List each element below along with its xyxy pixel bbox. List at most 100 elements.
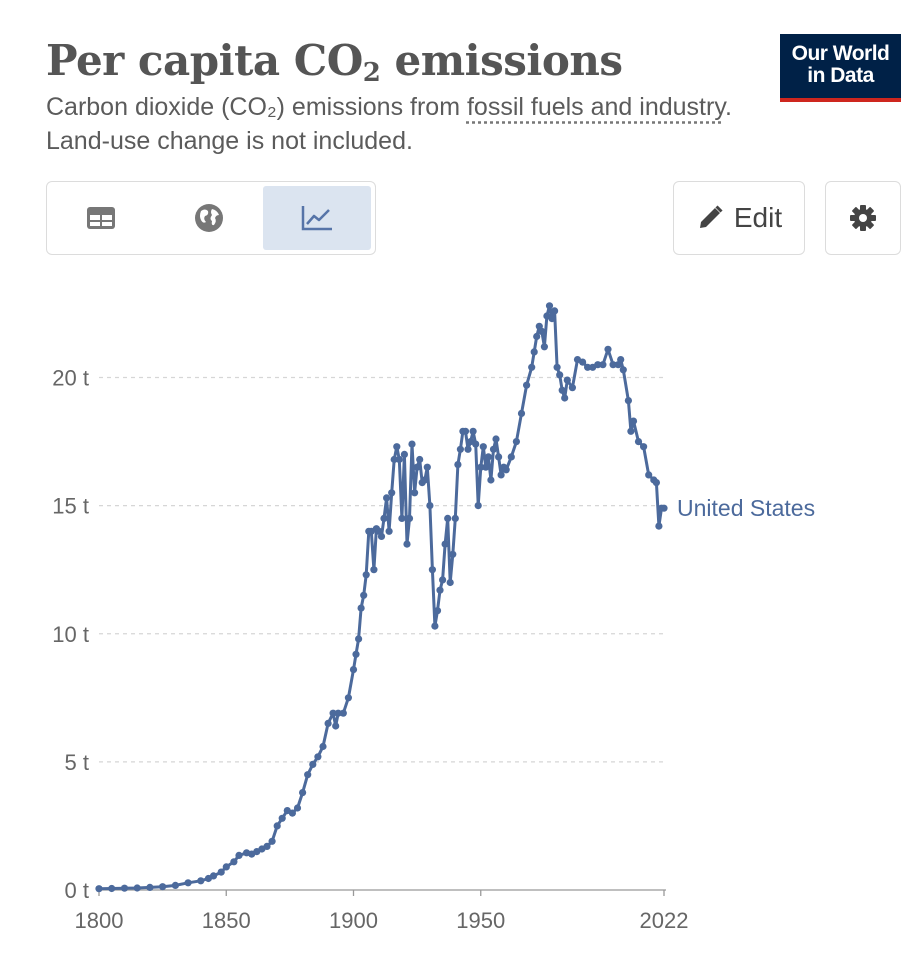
settings-button[interactable] <box>825 181 901 255</box>
data-point[interactable] <box>629 417 638 425</box>
data-point[interactable] <box>370 566 378 574</box>
data-point[interactable] <box>624 397 633 405</box>
data-point[interactable] <box>456 445 464 453</box>
data-point[interactable] <box>627 427 635 435</box>
data-point[interactable] <box>609 361 617 369</box>
owid-logo[interactable]: Our World in Data <box>780 34 901 102</box>
data-point[interactable] <box>120 884 129 892</box>
data-point[interactable] <box>380 514 388 522</box>
data-point[interactable] <box>400 450 408 458</box>
data-point[interactable] <box>594 361 602 369</box>
data-point[interactable] <box>502 466 510 474</box>
data-point[interactable] <box>390 455 398 464</box>
data-point[interactable] <box>426 502 434 510</box>
data-point[interactable] <box>349 666 358 674</box>
data-point[interactable] <box>395 455 403 464</box>
data-point[interactable] <box>461 427 470 435</box>
tab-table[interactable] <box>47 182 155 254</box>
data-point[interactable] <box>309 760 317 768</box>
data-point[interactable] <box>334 709 342 717</box>
data-point[interactable] <box>652 479 661 487</box>
data-point[interactable] <box>408 440 416 448</box>
data-point[interactable] <box>579 358 587 366</box>
data-point[interactable] <box>556 371 564 379</box>
data-point[interactable] <box>449 550 457 558</box>
data-point[interactable] <box>304 771 312 779</box>
data-point[interactable] <box>507 453 515 461</box>
data-point[interactable] <box>548 315 556 323</box>
data-point[interactable] <box>436 586 444 594</box>
data-point[interactable] <box>377 532 386 540</box>
data-point[interactable] <box>344 694 352 702</box>
data-point[interactable] <box>512 438 521 446</box>
data-point[interactable] <box>439 576 447 584</box>
edit-button[interactable]: Edit <box>673 181 805 255</box>
data-point[interactable] <box>413 463 421 471</box>
data-point[interactable] <box>477 463 485 471</box>
data-point[interactable] <box>159 883 167 891</box>
data-point[interactable] <box>217 868 225 876</box>
data-point[interactable] <box>171 881 179 890</box>
tab-chart[interactable] <box>263 186 371 250</box>
data-point[interactable] <box>405 514 414 522</box>
data-point[interactable] <box>339 709 347 717</box>
data-point[interactable] <box>197 877 205 885</box>
data-point[interactable] <box>362 571 370 579</box>
data-point[interactable] <box>385 527 393 535</box>
data-point[interactable] <box>517 409 526 417</box>
data-point[interactable] <box>273 822 281 830</box>
data-point[interactable] <box>551 307 559 315</box>
data-point[interactable] <box>446 578 454 587</box>
data-point[interactable] <box>479 443 487 451</box>
data-point[interactable] <box>360 591 368 599</box>
data-point[interactable] <box>660 504 668 512</box>
data-point[interactable] <box>441 540 449 548</box>
data-point[interactable] <box>352 650 360 658</box>
data-point[interactable] <box>451 514 459 522</box>
data-point[interactable] <box>558 386 566 394</box>
data-point[interactable] <box>634 438 643 446</box>
data-point[interactable] <box>416 455 424 464</box>
data-point[interactable] <box>133 884 141 892</box>
data-point[interactable] <box>398 514 406 522</box>
data-point[interactable] <box>428 566 436 574</box>
data-point[interactable] <box>388 489 396 497</box>
data-point[interactable] <box>469 427 477 435</box>
data-point[interactable] <box>545 302 554 310</box>
data-point[interactable] <box>645 471 653 479</box>
data-point[interactable] <box>431 622 439 630</box>
data-point[interactable] <box>355 635 363 643</box>
data-point[interactable] <box>222 863 230 871</box>
data-point[interactable] <box>230 858 238 866</box>
data-point[interactable] <box>433 607 442 615</box>
data-point[interactable] <box>599 361 607 369</box>
data-point[interactable] <box>324 719 332 727</box>
data-point[interactable] <box>523 381 531 389</box>
data-point[interactable] <box>293 804 302 812</box>
data-point[interactable] <box>319 742 327 751</box>
data-point[interactable] <box>561 394 569 402</box>
data-point[interactable] <box>530 348 538 356</box>
data-point[interactable] <box>184 879 192 887</box>
data-point[interactable] <box>474 502 482 510</box>
data-point[interactable] <box>95 885 103 893</box>
data-point[interactable] <box>263 842 271 851</box>
data-point[interactable] <box>288 809 296 817</box>
tab-map[interactable] <box>155 182 263 254</box>
data-point[interactable] <box>533 332 541 341</box>
data-point[interactable] <box>553 363 561 371</box>
data-point[interactable] <box>299 789 307 797</box>
fossil-fuels-link[interactable]: fossil fuels and industry <box>466 93 725 121</box>
data-point[interactable] <box>383 494 391 502</box>
data-point[interactable] <box>209 872 218 880</box>
data-point[interactable] <box>403 540 411 548</box>
data-point[interactable] <box>640 443 648 451</box>
data-point[interactable] <box>423 463 431 471</box>
data-point[interactable] <box>487 476 495 484</box>
data-point[interactable] <box>484 453 492 461</box>
data-point[interactable] <box>655 522 663 530</box>
data-point[interactable] <box>314 753 322 761</box>
data-point[interactable] <box>528 363 536 371</box>
data-point[interactable] <box>604 345 612 353</box>
data-point[interactable] <box>472 440 480 448</box>
